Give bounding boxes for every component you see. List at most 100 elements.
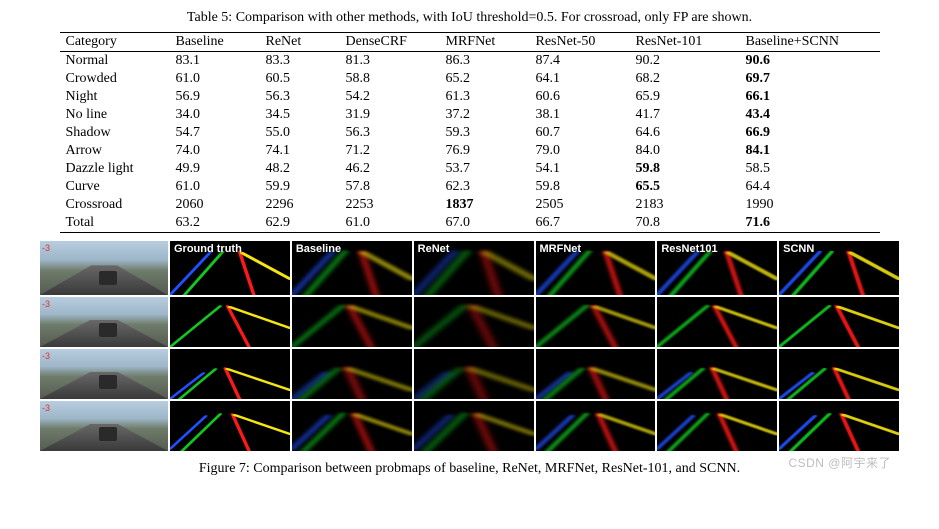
table-cell: 37.2 (440, 106, 530, 124)
table-cell: 54.2 (340, 88, 440, 106)
table-cell: 54.1 (530, 160, 630, 178)
probmap-cell (170, 349, 290, 399)
probmap-cell (414, 401, 534, 451)
probmap-cell: Baseline (292, 241, 412, 295)
table-cell: 65.2 (440, 70, 530, 88)
col-header: ResNet-101 (630, 33, 740, 52)
probmap-cell (536, 297, 656, 347)
table-cell: 86.3 (440, 52, 530, 71)
probmap-cell (292, 297, 412, 347)
table-row: Total63.262.961.067.066.770.871.6 (60, 214, 880, 233)
input-thumbnail: -3 (40, 349, 168, 399)
probmap-cell: SCNN (779, 241, 899, 295)
table-cell: 1990 (740, 196, 880, 214)
table-cell: 59.3 (440, 124, 530, 142)
table-cell: 56.3 (340, 124, 440, 142)
table-cell: 34.0 (170, 106, 260, 124)
table-cell: 60.7 (530, 124, 630, 142)
table-cell: 2183 (630, 196, 740, 214)
table-cell: Dazzle light (60, 160, 170, 178)
col-header: Baseline (170, 33, 260, 52)
probmap-cell (292, 401, 412, 451)
table-row: Shadow54.755.056.359.360.764.666.9 (60, 124, 880, 142)
probmap-cell (414, 297, 534, 347)
table-cell: 64.1 (530, 70, 630, 88)
table-cell: 84.1 (740, 142, 880, 160)
table-cell: 64.4 (740, 178, 880, 196)
table-cell: 43.4 (740, 106, 880, 124)
probmap-cell: ResNet101 (657, 241, 777, 295)
table-cell: 59.8 (630, 160, 740, 178)
table-cell: 31.9 (340, 106, 440, 124)
table-cell: 56.9 (170, 88, 260, 106)
table-cell: 61.0 (340, 214, 440, 233)
table-cell: No line (60, 106, 170, 124)
table-cell: 67.0 (440, 214, 530, 233)
table-cell: 84.0 (630, 142, 740, 160)
table-cell: 62.9 (260, 214, 340, 233)
table-cell: 63.2 (170, 214, 260, 233)
table-cell: 71.2 (340, 142, 440, 160)
table-cell: 66.7 (530, 214, 630, 233)
method-label: ResNet101 (661, 243, 717, 255)
table-cell: 2296 (260, 196, 340, 214)
table-cell: Crossroad (60, 196, 170, 214)
table-cell: Total (60, 214, 170, 233)
table-cell: 90.2 (630, 52, 740, 71)
table-cell: Shadow (60, 124, 170, 142)
probmap-cell: MRFNet (536, 241, 656, 295)
table-cell: 1837 (440, 196, 530, 214)
probmap-cell (657, 401, 777, 451)
method-label: MRFNet (540, 243, 582, 255)
col-header: MRFNet (440, 33, 530, 52)
table-cell: 61.0 (170, 178, 260, 196)
table-cell: 53.7 (440, 160, 530, 178)
table-row: Night56.956.354.261.360.665.966.1 (60, 88, 880, 106)
table-cell: 41.7 (630, 106, 740, 124)
table-row: No line34.034.531.937.238.141.743.4 (60, 106, 880, 124)
figure-7: -3Ground truthBaselineReNetMRFNetResNet1… (40, 241, 899, 477)
probmap-cell (536, 401, 656, 451)
table-cell: Night (60, 88, 170, 106)
table-cell: Arrow (60, 142, 170, 160)
probmap-cell (170, 297, 290, 347)
probmap-cell (292, 349, 412, 399)
table-cell: 69.7 (740, 70, 880, 88)
input-thumbnail: -3 (40, 401, 168, 451)
probmap-cell (536, 349, 656, 399)
table-cell: Crowded (60, 70, 170, 88)
table-cell: 59.8 (530, 178, 630, 196)
table-cell: 49.9 (170, 160, 260, 178)
table-cell: Curve (60, 178, 170, 196)
table-row: Arrow74.074.171.276.979.084.084.1 (60, 142, 880, 160)
table-row: Dazzle light49.948.246.253.754.159.858.5 (60, 160, 880, 178)
table-cell: 54.7 (170, 124, 260, 142)
table-cell: 74.0 (170, 142, 260, 160)
watermark: CSDN @阿宇来了 (788, 454, 891, 471)
table-cell: 65.9 (630, 88, 740, 106)
probmap-cell (779, 297, 899, 347)
probmap-cell (779, 349, 899, 399)
probmap-cell (414, 349, 534, 399)
table-cell: 60.6 (530, 88, 630, 106)
table-cell: 65.5 (630, 178, 740, 196)
table-cell: 55.0 (260, 124, 340, 142)
table-cell: 57.8 (340, 178, 440, 196)
probmap-cell: ReNet (414, 241, 534, 295)
table-cell: 56.3 (260, 88, 340, 106)
table-cell: 61.3 (440, 88, 530, 106)
table-cell: 58.8 (340, 70, 440, 88)
table-cell: 66.1 (740, 88, 880, 106)
table-cell: Normal (60, 52, 170, 71)
col-header: Baseline+SCNN (740, 33, 880, 52)
table-cell: 2253 (340, 196, 440, 214)
table-cell: 48.2 (260, 160, 340, 178)
probmap-cell (657, 349, 777, 399)
table-cell: 87.4 (530, 52, 630, 71)
probmap-cell (779, 401, 899, 451)
method-label: SCNN (783, 243, 814, 255)
table-cell: 59.9 (260, 178, 340, 196)
input-thumbnail: -3 (40, 241, 168, 295)
table-cell: 60.5 (260, 70, 340, 88)
col-header: ReNet (260, 33, 340, 52)
